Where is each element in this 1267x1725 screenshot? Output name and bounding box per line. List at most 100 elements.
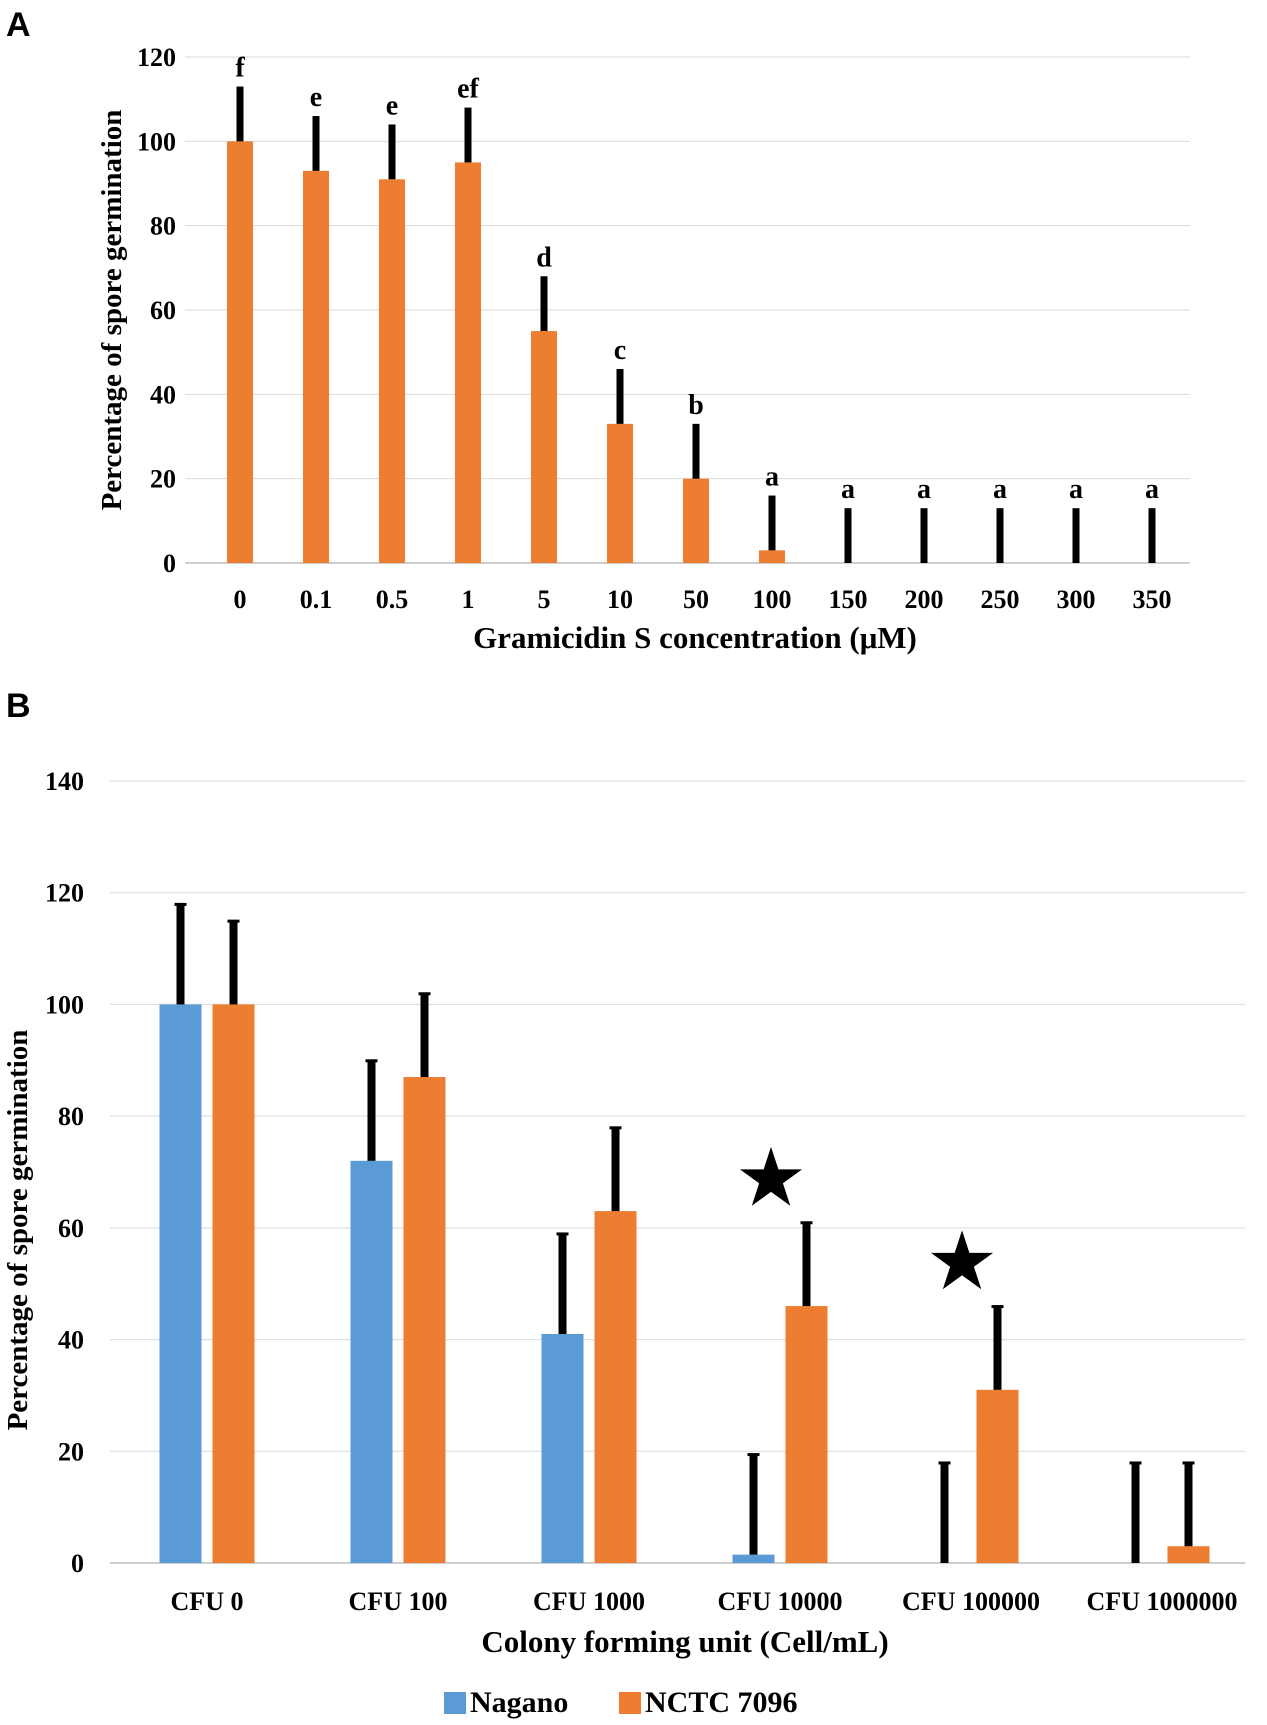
error-bar-a-150 [844, 508, 852, 563]
panel-b-x-ticks: CFU 0 CFU 100 CFU 1000 CFU 10000 CFU 100000 C… [171, 1587, 1238, 1616]
error-cap-b-nagano-cfu-100000 [938, 1461, 951, 1465]
y-tick-label-b-80: 80 [58, 1102, 84, 1131]
y-tick-label-a-20: 20 [150, 465, 176, 494]
panel-b-legend: Nagano NCTC 7096 [444, 1686, 798, 1719]
error-bar-b-nagano-cfu-1000 [558, 1233, 567, 1334]
legend-label-nctc-7096: NCTC 7096 [645, 1686, 798, 1719]
y-tick-label-b-100: 100 [45, 990, 84, 1019]
x-tick-label-b-cfu-10000: CFU 10000 [718, 1587, 843, 1616]
x-tick-label-a-250: 250 [981, 585, 1020, 614]
significance-letter-a-10: c [614, 335, 626, 366]
x-tick-label-a-200: 200 [905, 585, 944, 614]
error-cap-b-nagano-cfu-1000000 [1129, 1461, 1142, 1465]
y-tick-label-a-80: 80 [150, 212, 176, 241]
error-cap-b-nctc-7096-cfu-1000 [609, 1126, 622, 1130]
panel-b-letter: B [6, 687, 31, 725]
bar-a-50 [683, 478, 709, 563]
error-bar-b-nagano-cfu-0 [176, 903, 185, 1005]
error-bar-b-nagano-cfu-10000 [749, 1454, 758, 1555]
legend-swatch-nagano [444, 1692, 466, 1714]
panel-b-y-ticks: 0 20 40 60 80 100 120 140 [45, 767, 84, 1578]
y-tick-label-a-60: 60 [150, 296, 176, 325]
error-bar-b-nctc-7096-cfu-10000 [802, 1222, 811, 1307]
panel-b-y-axis-label: Percentage of spore germination [2, 1030, 34, 1431]
bar-a-0-5 [379, 179, 405, 564]
x-tick-label-a-10: 10 [607, 585, 633, 614]
x-tick-label-a-150: 150 [829, 585, 868, 614]
x-tick-label-b-cfu-1000000: CFU 1000000 [1087, 1587, 1238, 1616]
panel-a-x-axis-label: Gramicidin S concentration (μM) [473, 620, 917, 655]
error-bar-b-nagano-cfu-100 [367, 1060, 376, 1161]
error-bar-a-300 [1072, 508, 1080, 563]
error-bar-b-nagano-cfu-100000 [940, 1462, 949, 1563]
y-tick-label-a-100: 100 [137, 127, 176, 156]
panel-a-letter: A [6, 6, 31, 44]
error-cap-b-nagano-cfu-0 [174, 902, 187, 906]
error-bar-b-nctc-7096-cfu-100000 [993, 1306, 1002, 1390]
significance-letter-a-5: d [536, 242, 552, 273]
x-tick-label-a-0-1: 0.1 [300, 585, 333, 614]
error-bar-a-250 [996, 508, 1004, 563]
error-bar-a-1 [464, 107, 472, 163]
significance-letter-a-200: a [917, 474, 931, 505]
significance-letter-a-150: a [841, 474, 855, 505]
panel-a-x-ticks: 0 0.1 0.5 1 5 10 50 100 150 200 250 300 350 [234, 585, 1172, 614]
y-tick-label-b-120: 120 [45, 879, 84, 908]
error-bar-b-nctc-7096-cfu-1000 [611, 1127, 620, 1212]
significance-letter-a-100: a [765, 462, 779, 493]
error-bar-a-0-1 [312, 116, 320, 171]
panel-b-error-bars [174, 902, 1195, 1563]
bar-b-nagano-cfu-1000 [541, 1333, 584, 1563]
error-cap-b-nctc-7096-cfu-100000 [991, 1305, 1004, 1309]
bar-a-10 [607, 423, 633, 563]
bar-a-5 [531, 331, 557, 563]
bar-a-1 [455, 162, 481, 563]
error-bar-a-5 [540, 276, 548, 332]
error-bar-b-nagano-cfu-1000000 [1131, 1462, 1140, 1563]
significance-letter-a-300: a [1069, 474, 1083, 505]
x-tick-label-a-5: 5 [538, 585, 551, 614]
error-bar-a-10 [616, 369, 624, 424]
bar-b-nctc-7096-cfu-100 [403, 1077, 446, 1563]
x-tick-label-b-cfu-0: CFU 0 [171, 1587, 244, 1616]
significance-star-cfu-100000: ★ [930, 1222, 995, 1302]
x-tick-label-a-0: 0 [234, 585, 247, 614]
error-bar-a-100 [768, 495, 776, 551]
panel-b-x-axis-label: Colony forming unit (Cell/mL) [481, 1624, 888, 1659]
significance-letter-a-0-1: e [310, 82, 322, 113]
error-bar-a-50 [692, 423, 700, 479]
error-cap-b-nagano-cfu-100 [365, 1059, 378, 1063]
error-bar-a-350 [1148, 508, 1156, 563]
significance-letter-a-1: ef [457, 74, 479, 105]
y-tick-label-b-0: 0 [71, 1549, 84, 1578]
y-tick-label-a-40: 40 [150, 380, 176, 409]
x-tick-label-a-100: 100 [753, 585, 792, 614]
panel-b-bars [159, 1004, 1210, 1563]
bar-a-0 [227, 141, 253, 564]
error-cap-b-nctc-7096-cfu-1000000 [1182, 1461, 1195, 1465]
error-cap-b-nctc-7096-cfu-100 [418, 992, 431, 996]
panel-a-y-axis-label: Percentage of spore germination [96, 110, 128, 511]
error-bar-b-nctc-7096-cfu-0 [229, 920, 238, 1005]
x-tick-label-a-350: 350 [1133, 585, 1172, 614]
bar-a-0-1 [303, 170, 329, 563]
error-bar-a-0-5 [388, 124, 396, 180]
x-tick-label-b-cfu-1000: CFU 1000 [533, 1587, 645, 1616]
significance-letter-a-350: a [1145, 474, 1159, 505]
bar-b-nagano-cfu-10000 [732, 1554, 775, 1563]
x-tick-label-a-1: 1 [462, 585, 475, 614]
y-tick-label-b-40: 40 [58, 1326, 84, 1355]
legend-swatch-nctc-7096 [619, 1692, 641, 1714]
y-tick-label-b-60: 60 [58, 1214, 84, 1243]
bar-b-nctc-7096-cfu-10000 [785, 1306, 828, 1563]
significance-letter-a-50: b [688, 390, 704, 421]
error-cap-b-nagano-cfu-1000 [556, 1232, 569, 1236]
significance-letter-a-0-5: e [386, 90, 398, 121]
bar-b-nctc-7096-cfu-1000000 [1167, 1546, 1210, 1563]
panel-a-significance-letters: f e e ef d c b a a a a a a [235, 53, 1159, 506]
error-bar-a-0 [236, 86, 244, 142]
significance-letter-a-250: a [993, 474, 1007, 505]
panel-b-significance-markers: ★★ [739, 1138, 995, 1302]
